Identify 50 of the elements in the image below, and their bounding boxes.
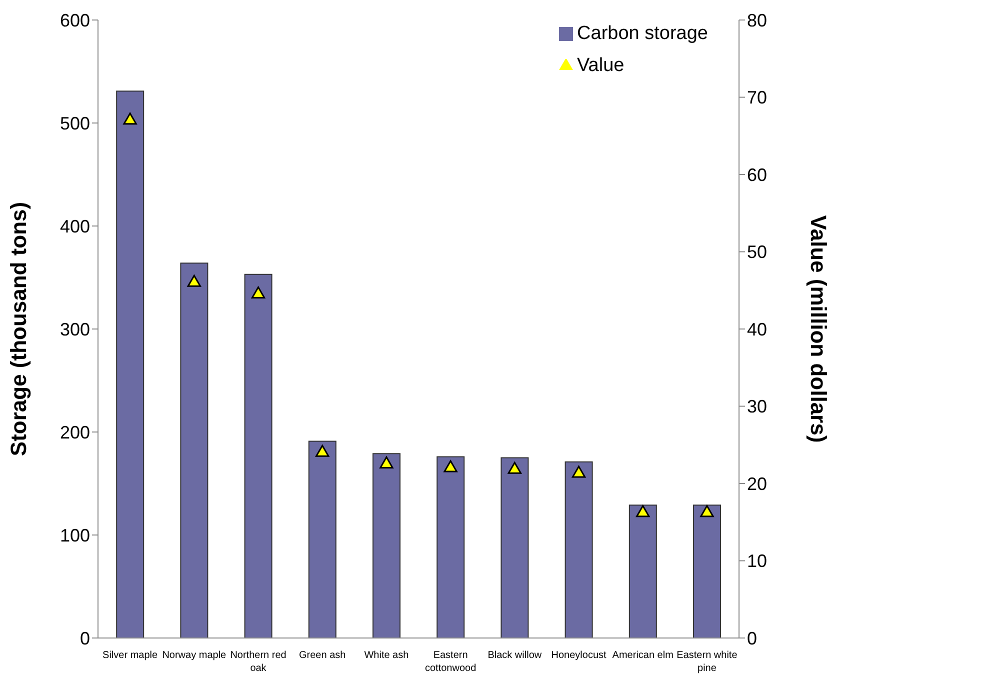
x-tick-label: Honeylocust (551, 650, 607, 661)
y-tick-label: 400 (60, 216, 90, 236)
point (123, 112, 137, 125)
bar (116, 90, 144, 638)
x-tick-label: Norway maple (162, 650, 227, 661)
x-tick-label: White ash (364, 650, 409, 661)
bar (693, 504, 722, 638)
y2-tick-label: 80 (747, 10, 768, 30)
x-tick-label: Northern red oak (230, 650, 286, 674)
bar (180, 262, 208, 638)
legend-label: Value (577, 55, 624, 76)
point (380, 456, 394, 468)
x-tick-label: Silver maple (102, 650, 158, 661)
y-tick-label: 100 (60, 525, 90, 546)
y-tick-label: 500 (60, 113, 90, 134)
point (636, 505, 650, 518)
x-tick-label: Black willow (488, 650, 542, 661)
y2-tick-label: 40 (747, 319, 768, 340)
legend-label: Carbon storage (577, 23, 708, 44)
point (508, 462, 522, 474)
y-tick-label: 300 (60, 319, 90, 340)
bar (244, 274, 272, 638)
point (444, 460, 458, 472)
y2-tick-label: 60 (747, 164, 768, 185)
y2-tick-label: 50 (747, 242, 768, 262)
y2-axis-title: Value (million dollars) (806, 215, 832, 443)
bar (628, 504, 657, 638)
bar (308, 440, 336, 638)
point (316, 444, 330, 457)
bar (372, 453, 400, 638)
y-tick-label: 600 (60, 10, 90, 30)
y2-tick-label: 30 (747, 396, 768, 417)
point (700, 505, 714, 518)
x-tick-label: Eastern cottonwood (424, 650, 476, 674)
bar (564, 461, 593, 638)
y-tick-label: 200 (60, 422, 90, 442)
point (572, 466, 586, 478)
y2-tick-label: 0 (747, 628, 758, 648)
bar (436, 456, 465, 638)
y2-tick-label: 20 (747, 474, 768, 494)
bar (500, 457, 529, 638)
point (187, 274, 201, 287)
x-tick-label: Eastern white pine (676, 650, 738, 674)
y-axis-title: Storage (thousand tons) (6, 202, 31, 456)
x-tick-label: Green ash (299, 650, 346, 661)
point (251, 286, 266, 298)
x-tick-label: American elm (612, 650, 674, 661)
y2-tick-label: 70 (747, 88, 768, 108)
y-tick-label: 0 (80, 628, 90, 648)
y2-tick-label: 10 (747, 551, 768, 572)
